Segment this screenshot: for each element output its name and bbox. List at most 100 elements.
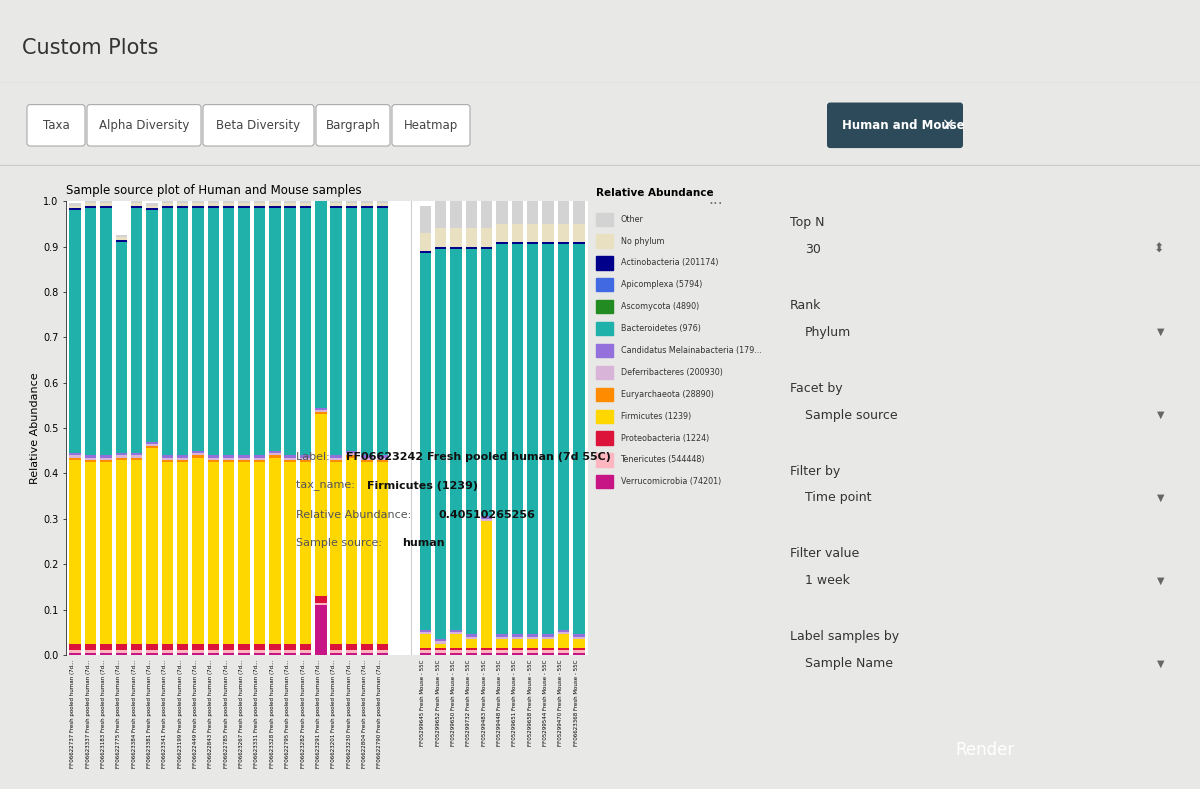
Bar	[176, 206, 188, 208]
Bar	[511, 634, 523, 637]
Text: 0.40510265256: 0.40510265256	[438, 510, 535, 520]
Bar	[208, 650, 220, 653]
Bar	[100, 201, 112, 204]
Text: Actinobacteria (201174): Actinobacteria (201174)	[620, 259, 718, 267]
Bar	[481, 653, 492, 655]
Bar	[316, 596, 326, 603]
Text: Top N: Top N	[790, 216, 824, 229]
Bar	[192, 453, 204, 455]
Bar	[300, 644, 311, 650]
FancyBboxPatch shape	[392, 105, 470, 146]
Bar	[284, 204, 296, 206]
Bar	[162, 208, 173, 455]
Bar	[176, 650, 188, 653]
Bar	[146, 444, 157, 447]
Bar	[146, 211, 157, 442]
Bar	[100, 206, 112, 208]
Text: ▼: ▼	[1157, 576, 1164, 585]
Bar	[208, 201, 220, 204]
Bar	[100, 653, 112, 655]
Bar	[346, 455, 358, 458]
Bar	[361, 208, 373, 455]
Text: Sample source: Sample source	[805, 409, 898, 421]
Bar	[284, 455, 296, 458]
Bar	[239, 201, 250, 204]
Bar	[420, 251, 431, 253]
Bar	[70, 458, 80, 460]
Bar	[497, 648, 508, 650]
Bar	[558, 632, 569, 634]
Bar	[497, 653, 508, 655]
Bar	[70, 453, 80, 455]
Bar	[466, 229, 478, 246]
Text: ▼: ▼	[1157, 410, 1164, 420]
Bar	[208, 653, 220, 655]
Bar	[346, 458, 358, 644]
Bar	[377, 460, 388, 462]
Bar	[330, 201, 342, 204]
Bar	[466, 648, 478, 650]
Bar	[511, 245, 523, 634]
Bar	[330, 204, 342, 206]
Bar	[596, 300, 613, 313]
Bar	[346, 206, 358, 208]
Bar	[450, 632, 462, 634]
Bar	[481, 249, 492, 517]
Text: Firmicutes (1239): Firmicutes (1239)	[620, 412, 691, 421]
Bar	[434, 247, 446, 249]
Bar	[176, 462, 188, 644]
Bar	[511, 653, 523, 655]
Bar	[558, 634, 569, 648]
Bar	[208, 204, 220, 206]
Bar	[596, 432, 613, 445]
Bar	[70, 211, 80, 453]
Bar	[253, 458, 265, 460]
Bar	[481, 648, 492, 650]
Bar	[527, 224, 539, 242]
Bar	[420, 630, 431, 632]
Bar	[434, 639, 446, 641]
Bar	[131, 460, 143, 644]
Bar	[284, 644, 296, 650]
Bar	[162, 462, 173, 644]
Bar	[300, 653, 311, 655]
Text: Label samples by: Label samples by	[790, 630, 899, 643]
Bar	[100, 650, 112, 653]
Bar	[450, 653, 462, 655]
Bar	[239, 460, 250, 462]
Bar	[70, 208, 80, 211]
Bar	[269, 453, 281, 455]
Text: Candidatus Melainabacteria (179...: Candidatus Melainabacteria (179...	[620, 346, 762, 355]
Bar	[434, 650, 446, 653]
Bar	[420, 233, 431, 251]
Bar	[284, 201, 296, 204]
Bar	[511, 242, 523, 245]
Bar	[466, 650, 478, 653]
Bar	[596, 322, 613, 335]
Bar	[100, 460, 112, 462]
Bar	[542, 242, 554, 245]
Bar	[330, 208, 342, 455]
Bar	[70, 204, 80, 206]
Bar	[192, 458, 204, 644]
Bar	[377, 462, 388, 644]
Bar	[162, 458, 173, 460]
Bar	[300, 458, 311, 460]
Text: Ascomycota (4890): Ascomycota (4890)	[620, 302, 698, 311]
Bar	[223, 644, 234, 650]
Bar	[100, 458, 112, 460]
Text: Proteobacteria (1224): Proteobacteria (1224)	[620, 433, 709, 443]
Bar	[269, 451, 281, 453]
Bar	[527, 196, 539, 224]
Bar	[434, 249, 446, 639]
Bar	[115, 240, 127, 242]
Bar	[223, 455, 234, 458]
Bar	[450, 249, 462, 630]
Bar	[481, 650, 492, 653]
Bar	[574, 224, 584, 242]
Bar	[176, 455, 188, 458]
Bar	[558, 245, 569, 630]
Bar	[316, 414, 326, 596]
Bar	[542, 650, 554, 653]
Bar	[596, 366, 613, 379]
